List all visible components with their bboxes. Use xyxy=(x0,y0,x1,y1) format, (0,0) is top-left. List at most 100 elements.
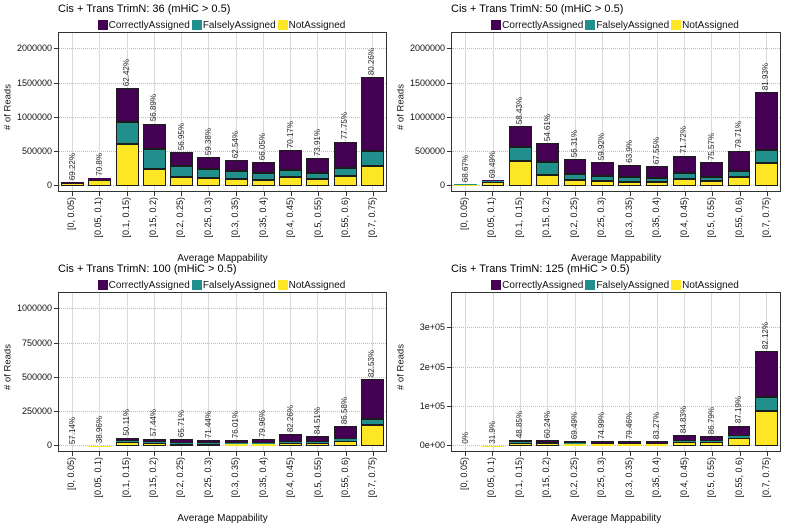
bar-percentage-label: 56.95% xyxy=(178,123,186,150)
x-tick-slot: [0.55, 0.6) xyxy=(332,197,359,255)
bar-segment-falselyassigned xyxy=(279,170,302,177)
x-tick-slot: [0.55, 0.6) xyxy=(332,457,359,515)
x-tick-label: [0.5, 0.55) xyxy=(707,457,717,498)
x-tick-label: [0.25, 0.3) xyxy=(597,457,607,498)
bar-percentage-label: 81.93% xyxy=(762,63,770,90)
y-tick-label: 3e+05 xyxy=(420,322,445,332)
x-tick-slot: [0.15, 0.2) xyxy=(534,197,562,255)
legend-label-correctlyassigned: CorrectlyAssigned xyxy=(502,280,583,291)
bar-segment-notassigned xyxy=(482,182,505,186)
bar-segment-correctlyassigned xyxy=(170,152,193,166)
bar xyxy=(509,440,532,446)
bar-segment-notassigned xyxy=(646,444,669,446)
h-gridline xyxy=(59,117,386,118)
y-axis-label: # of Reads xyxy=(395,32,407,182)
bar-segment-notassigned xyxy=(591,444,614,446)
x-tick-mark xyxy=(154,192,155,196)
legend-swatch-falselyassigned xyxy=(585,280,595,290)
bar-percentage-label: 65.71% xyxy=(178,410,186,437)
bar-segment-notassigned xyxy=(334,441,357,446)
x-tick-label: [0.4, 0.45) xyxy=(286,457,296,498)
bar-segment-falselyassigned xyxy=(197,169,220,178)
h-gridline xyxy=(59,411,386,412)
bar-segment-notassigned xyxy=(334,176,357,186)
x-tick-mark xyxy=(209,192,210,196)
bar xyxy=(225,160,248,186)
x-tick-label: [0.35, 0.4) xyxy=(652,457,662,498)
bar-percentage-label: 57.14% xyxy=(69,417,77,444)
bar-segment-notassigned xyxy=(225,179,248,186)
bar-segment-notassigned xyxy=(618,182,641,186)
x-tick-slot: [0.3, 0.35) xyxy=(223,457,250,515)
x-tick-label: [0.15, 0.2) xyxy=(149,457,159,498)
plot-area: 68.67%69.49%58.43%54.61%56.31%59.92%63.9… xyxy=(451,32,781,192)
chart-title: Cis + Trans TrimN: 50 (mHiC > 0.5) xyxy=(451,3,781,15)
bar-percentage-label: 38.96% xyxy=(96,416,104,443)
legend-label-notassigned: NotAssigned xyxy=(289,280,346,291)
x-tick-slot: [0.05, 0.1) xyxy=(85,457,112,515)
y-tick-label: 500000 xyxy=(22,146,52,156)
bar xyxy=(564,159,587,186)
bar xyxy=(252,439,275,446)
bar-segment-notassigned xyxy=(61,183,84,186)
legend-swatch-notassigned xyxy=(671,280,681,290)
x-tick-mark xyxy=(657,452,658,456)
x-tick-slot: [0.25, 0.3) xyxy=(589,457,617,515)
x-tick-label: [0, 0.05) xyxy=(67,197,77,230)
x-tick-slot: [0.35, 0.4) xyxy=(250,197,277,255)
x-tick-label: [0.4, 0.45) xyxy=(286,197,296,238)
bar-segment-falselyassigned xyxy=(116,122,139,144)
x-tick-slot: [0.7, 0.75) xyxy=(360,457,387,515)
x-tick-label: [0.55, 0.6) xyxy=(341,197,351,238)
bar-percentage-label: 69.22% xyxy=(69,153,77,180)
bar-percentage-label: 71.44% xyxy=(205,411,213,438)
bar-segment-notassigned xyxy=(728,438,751,446)
x-tick-mark xyxy=(346,452,347,456)
y-tick-label: 0e+00 xyxy=(420,440,445,450)
bar-segment-notassigned xyxy=(509,443,532,446)
bar xyxy=(646,166,669,186)
x-tick-slot: [0.05, 0.1) xyxy=(85,197,112,255)
x-tick-slot: [0.1, 0.15) xyxy=(506,197,534,255)
bar-percentage-label: 60.24% xyxy=(544,411,552,438)
bar-percentage-label: 54.61% xyxy=(544,114,552,141)
x-tick-label: [0.2, 0.25) xyxy=(176,457,186,498)
bar-segment-notassigned xyxy=(197,444,220,446)
bar-segment-correctlyassigned xyxy=(673,156,696,173)
bar-percentage-label: 74.99% xyxy=(598,412,606,439)
x-tick-label: [0.35, 0.4) xyxy=(259,197,269,238)
x-tick-slot: [0.5, 0.55) xyxy=(305,197,332,255)
bar-segment-correctlyassigned xyxy=(700,162,723,177)
bar-segment-correctlyassigned xyxy=(509,126,532,147)
bar-percentage-label: 57.44% xyxy=(150,409,158,436)
bar-percentage-label: 79.71% xyxy=(735,121,743,148)
x-tick-mark xyxy=(72,452,73,456)
x-tick-slot: [0, 0.05) xyxy=(451,197,479,255)
x-tick-slot: [0.05, 0.1) xyxy=(479,197,507,255)
bar-percentage-label: 83.27% xyxy=(653,412,661,439)
x-tick-slot: [0.3, 0.35) xyxy=(616,457,644,515)
x-tick-mark xyxy=(236,452,237,456)
bar-percentage-label: 79.46% xyxy=(626,412,634,439)
x-tick-mark xyxy=(373,452,374,456)
bar-segment-correctlyassigned xyxy=(618,165,641,177)
bar-percentage-label: 84.83% xyxy=(680,406,688,433)
x-tick-mark xyxy=(154,452,155,456)
x-tick-slot: [0.4, 0.45) xyxy=(671,197,699,255)
x-tick-mark xyxy=(291,192,292,196)
bar xyxy=(334,142,357,186)
y-tick-label: 1500000 xyxy=(410,78,445,88)
y-axis-label: # of Reads xyxy=(2,32,14,182)
chart-panel-trimn-125: Cis + Trans TrimN: 125 (mHiC > 0.5) Corr… xyxy=(393,260,787,520)
chart-title: Cis + Trans TrimN: 125 (mHiC > 0.5) xyxy=(451,263,781,275)
bar-percentage-label: 59.38% xyxy=(205,128,213,155)
bar-segment-notassigned xyxy=(591,181,614,186)
x-tick-mark xyxy=(712,452,713,456)
legend-swatch-falselyassigned xyxy=(585,20,595,30)
x-tick-mark xyxy=(346,192,347,196)
x-tick-mark xyxy=(127,452,128,456)
h-gridline xyxy=(59,343,386,344)
x-tick-slot: [0.5, 0.55) xyxy=(699,197,727,255)
bar xyxy=(143,439,166,447)
legend-label-falselyassigned: FalselyAssigned xyxy=(596,280,669,291)
